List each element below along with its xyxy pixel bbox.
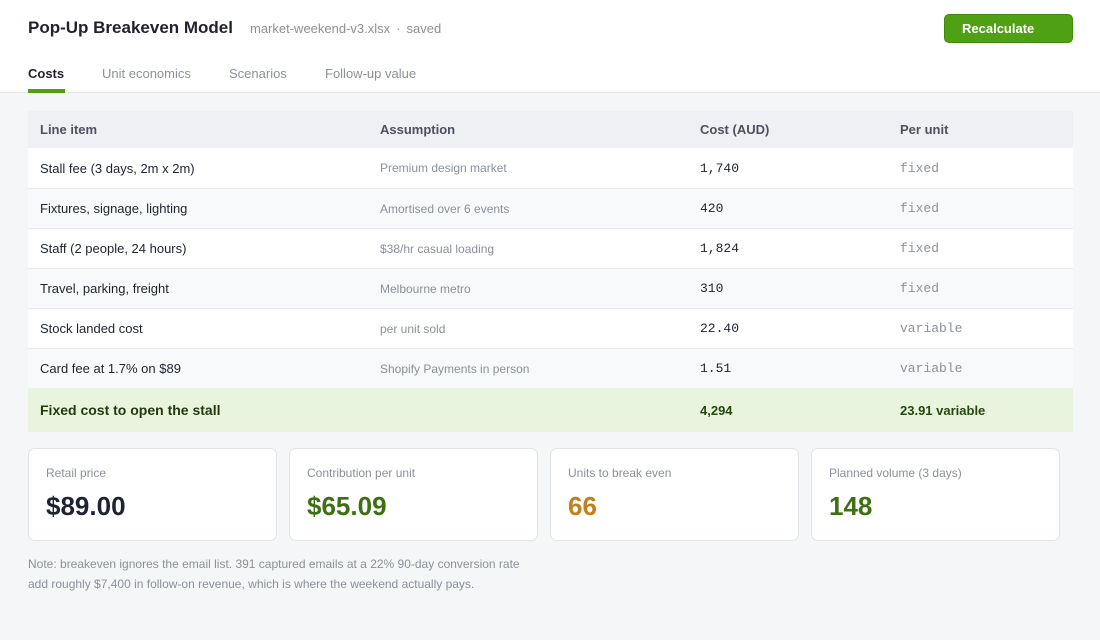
assumption: Premium design market [380, 161, 507, 175]
cost-table: Line item Assumption Cost (AUD) Per unit… [28, 111, 1073, 432]
per-unit-type: fixed [900, 160, 940, 176]
breakeven-note: Note: breakeven ignores the email list. … [28, 554, 538, 594]
recalculate-button[interactable]: Recalculate [944, 14, 1073, 43]
cost-value: 22.40 [700, 321, 740, 336]
file-name[interactable]: market-weekend-v3.xlsx [250, 21, 391, 36]
card-label: Retail price [46, 466, 107, 480]
per-unit-type: fixed [900, 281, 940, 296]
tab-bar: Costs Unit economics Scenarios Follow-up… [0, 66, 1100, 93]
column-header-assumption: Assumption [380, 122, 456, 137]
table-row[interactable]: Stall fee (3 days, 2m x 2m) Premium desi… [28, 148, 1073, 188]
column-header-line-item: Line item [40, 122, 98, 137]
cost-value: 1,740 [700, 160, 740, 176]
line-item: Staff (2 people, 24 hours) [40, 241, 187, 256]
card-planned-volume: Planned volume (3 days) 148 [811, 448, 1060, 541]
line-item: Card fee at 1.7% on $89 [40, 361, 181, 376]
note-line: Note: breakeven ignores the email list. … [28, 557, 520, 571]
assumption: per unit sold [380, 321, 446, 336]
note-line: add roughly $7,400 in follow-on revenue,… [28, 577, 475, 591]
save-status: saved [406, 21, 442, 36]
line-item: Fixtures, signage, lighting [40, 201, 188, 216]
card-units-to-break-even: Units to break even 66 [550, 448, 799, 541]
per-unit-type: variable [900, 321, 963, 336]
table-header-row: Line item Assumption Cost (AUD) Per unit [28, 111, 1073, 148]
cost-value: 310 [700, 281, 724, 296]
tab-unit-economics[interactable]: Unit economics [102, 66, 191, 81]
card-label: Planned volume (3 days) [829, 466, 962, 480]
card-contribution-per-unit: Contribution per unit $65.09 [289, 448, 538, 541]
tab-costs[interactable]: Costs [28, 66, 65, 93]
line-item: Stall fee (3 days, 2m x 2m) [40, 160, 195, 176]
tab-scenarios[interactable]: Scenarios [229, 66, 287, 81]
total-cost: 4,294 [700, 402, 733, 418]
meta-separator: · [396, 21, 401, 36]
card-label: Contribution per unit [307, 466, 416, 480]
header-bar: Pop-Up Breakeven Model market-weekend-v3… [0, 0, 1100, 93]
card-retail-price: Retail price $89.00 [28, 448, 277, 541]
per-unit-type: fixed [900, 201, 940, 216]
cost-value: 1,824 [700, 241, 740, 256]
per-unit-type: fixed [900, 241, 940, 256]
file-meta: market-weekend-v3.xlsx · saved [250, 21, 441, 37]
page-title: Pop-Up Breakeven Model [28, 18, 233, 37]
table-row[interactable]: Travel, parking, freight Melbourne metro… [28, 268, 1073, 308]
column-header-cost: Cost (AUD) [700, 122, 770, 137]
card-value: $65.09 [307, 491, 387, 521]
card-label: Units to break even [568, 466, 672, 480]
assumption: Melbourne metro [380, 281, 471, 296]
line-item: Stock landed cost [40, 321, 143, 336]
assumption: $38/hr casual loading [380, 241, 495, 256]
card-value: 148 [829, 491, 873, 521]
total-label: Fixed cost to open the stall [40, 402, 221, 418]
card-value: 66 [568, 491, 597, 521]
table-row[interactable]: Card fee at 1.7% on $89 Shopify Payments… [28, 348, 1073, 388]
line-item: Travel, parking, freight [40, 281, 169, 296]
table-row[interactable]: Stock landed cost per unit sold 22.40 va… [28, 308, 1073, 348]
total-row: Fixed cost to open the stall 4,294 23.91… [28, 388, 1073, 432]
assumption: Amortised over 6 events [380, 201, 510, 216]
column-header-per-unit: Per unit [900, 122, 949, 137]
cost-value: 420 [700, 201, 724, 216]
tab-follow-up-value[interactable]: Follow-up value [325, 66, 417, 81]
total-per-unit: 23.91 variable [900, 402, 986, 418]
card-value: $89.00 [46, 491, 126, 521]
table-row[interactable]: Fixtures, signage, lighting Amortised ov… [28, 188, 1073, 228]
cost-value: 1.51 [700, 361, 732, 376]
table-row[interactable]: Staff (2 people, 24 hours) $38/hr casual… [28, 228, 1073, 268]
per-unit-type: variable [900, 361, 963, 376]
assumption: Shopify Payments in person [380, 361, 530, 376]
